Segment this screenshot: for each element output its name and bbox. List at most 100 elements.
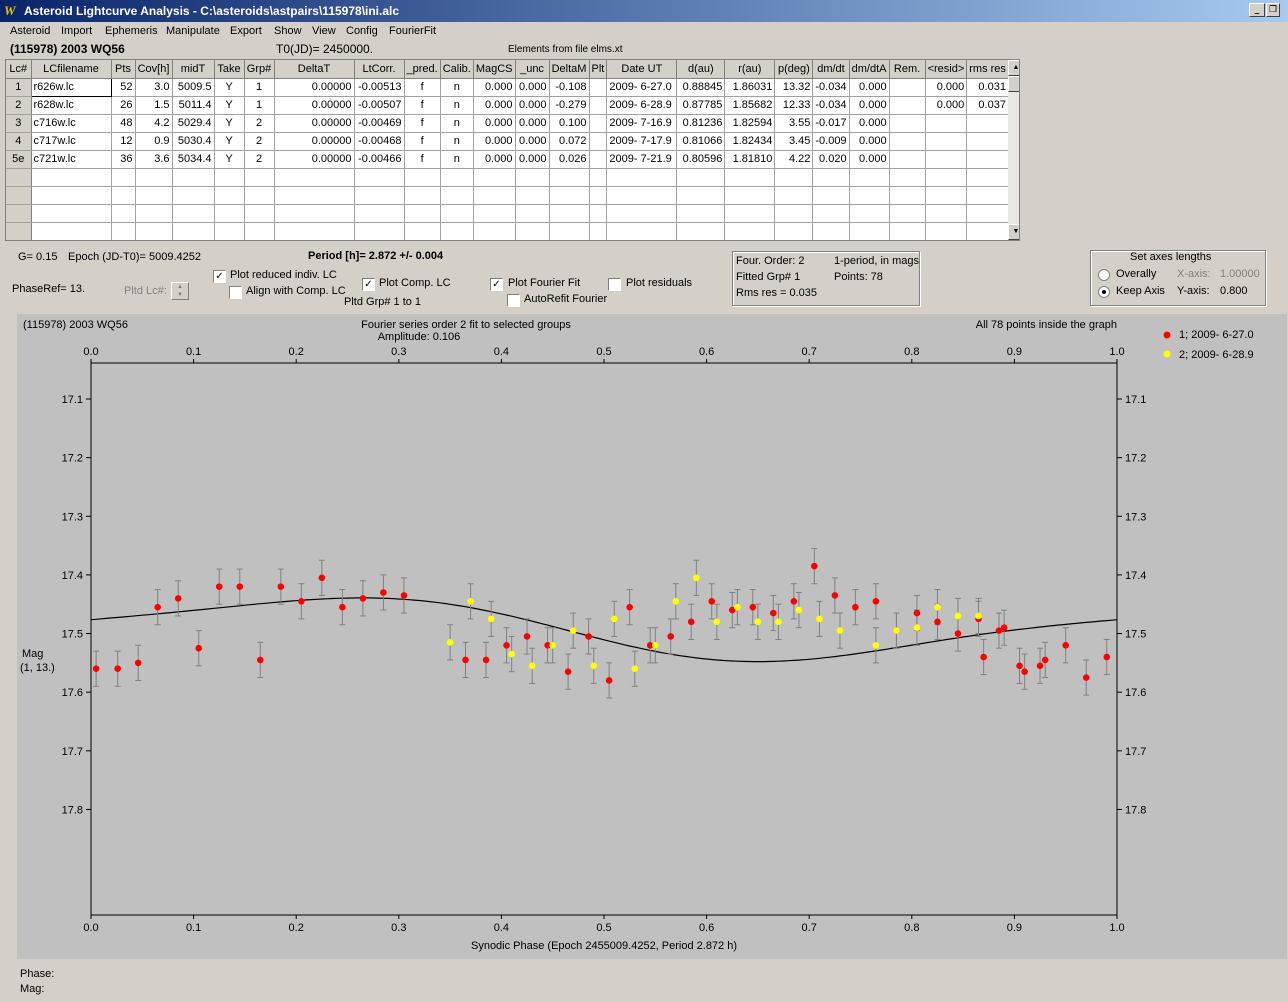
table-cell[interactable] bbox=[111, 186, 136, 205]
table-cell[interactable] bbox=[925, 204, 968, 223]
table-cell[interactable]: f bbox=[404, 96, 441, 115]
table-cell[interactable] bbox=[111, 222, 136, 240]
col-header[interactable]: Calib. bbox=[440, 60, 474, 79]
col-header[interactable]: d(au) bbox=[676, 60, 726, 79]
plot-reduced-checkbox[interactable]: ✓ bbox=[213, 270, 226, 283]
table-cell[interactable] bbox=[440, 168, 474, 187]
table-cell[interactable] bbox=[135, 204, 173, 223]
table-cell[interactable] bbox=[812, 186, 850, 205]
table-cell[interactable]: -0.108 bbox=[549, 78, 590, 97]
menu-manipulate[interactable]: Manipulate bbox=[166, 25, 220, 37]
table-cell[interactable]: 1.5 bbox=[135, 96, 173, 115]
table-cell[interactable] bbox=[889, 132, 926, 151]
table-cell[interactable]: 0.000 bbox=[473, 78, 516, 97]
table-cell[interactable]: 0.000 bbox=[925, 78, 968, 97]
table-cell[interactable] bbox=[925, 168, 968, 187]
table-cell[interactable] bbox=[111, 168, 136, 187]
table-cell[interactable]: 2009- 6-27.0 bbox=[606, 78, 678, 97]
table-cell[interactable] bbox=[31, 204, 112, 223]
table-cell[interactable] bbox=[515, 186, 550, 205]
table-cell[interactable]: 5030.4 bbox=[172, 132, 215, 151]
table-cell[interactable] bbox=[925, 222, 968, 240]
plot-fourier-checkbox[interactable]: ✓ bbox=[490, 278, 503, 291]
table-cell[interactable]: 0.000 bbox=[849, 78, 890, 97]
table-cell[interactable] bbox=[589, 222, 608, 240]
row-header[interactable]: 1 bbox=[6, 78, 32, 97]
table-row[interactable]: 2 r628w.lc 26 1.5 5011.4 Y 1 0.00000 -0.00507 f n 0… bbox=[6, 96, 1009, 115]
table-cell[interactable]: 5034.4 bbox=[172, 150, 215, 169]
menu-import[interactable]: Import bbox=[61, 25, 93, 37]
table-cell[interactable] bbox=[589, 78, 608, 97]
table-cell[interactable] bbox=[354, 222, 405, 240]
table-cell[interactable] bbox=[849, 186, 890, 205]
table-cell[interactable]: 2 bbox=[244, 114, 275, 133]
table-cell[interactable]: r626w.lc bbox=[30, 77, 112, 97]
col-header[interactable]: DeltaT bbox=[274, 60, 355, 79]
table-cell[interactable]: 0.9 bbox=[135, 132, 173, 151]
table-cell[interactable] bbox=[172, 186, 215, 205]
table-cell[interactable]: 2 bbox=[244, 132, 275, 151]
table-cell[interactable]: 0.000 bbox=[849, 132, 890, 151]
table-cell[interactable] bbox=[606, 222, 678, 240]
table-cell[interactable]: -0.017 bbox=[812, 114, 850, 133]
table-cell[interactable]: 0.072 bbox=[549, 132, 590, 151]
table-cell[interactable]: -0.009 bbox=[812, 132, 850, 151]
plot-residuals-checkbox[interactable] bbox=[608, 278, 621, 291]
table-cell[interactable]: 0.87785 bbox=[676, 96, 726, 115]
table-cell[interactable]: 36 bbox=[111, 150, 136, 169]
table-cell[interactable]: 0.000 bbox=[515, 114, 550, 133]
col-header[interactable]: <resid> bbox=[925, 60, 968, 79]
table-cell[interactable] bbox=[589, 186, 608, 205]
row-header[interactable]: 4 bbox=[6, 132, 32, 151]
table-cell[interactable] bbox=[925, 150, 968, 169]
col-header[interactable]: _unc bbox=[515, 60, 550, 79]
table-cell[interactable] bbox=[812, 204, 850, 223]
col-header[interactable]: Plt bbox=[589, 60, 608, 79]
table-row[interactable]: 5e c721w.lc 36 3.6 5034.4 Y 2 0.00000 -0.00466 f n… bbox=[6, 150, 1009, 169]
table-cell[interactable] bbox=[515, 168, 550, 187]
table-cell[interactable] bbox=[244, 186, 275, 205]
table-cell[interactable] bbox=[6, 168, 32, 187]
table-cell[interactable] bbox=[473, 222, 516, 240]
table-cell[interactable]: 13.32 bbox=[774, 78, 814, 97]
col-header[interactable]: dm/dtA bbox=[849, 60, 890, 79]
table-cell[interactable]: -0.00513 bbox=[354, 78, 405, 97]
table-cell[interactable] bbox=[812, 168, 850, 187]
table-cell[interactable] bbox=[889, 222, 926, 240]
table-cell[interactable]: f bbox=[404, 132, 441, 151]
table-cell[interactable] bbox=[172, 222, 215, 240]
col-header[interactable]: midT bbox=[172, 60, 215, 79]
table-cell[interactable] bbox=[966, 150, 1009, 169]
table-cell[interactable] bbox=[214, 186, 245, 205]
row-header[interactable]: 5e bbox=[6, 150, 32, 169]
table-cell[interactable]: 12.33 bbox=[774, 96, 814, 115]
table-row[interactable]: 1 r626w.lc 52 3.0 5009.5 Y 1 0.00000 -0.00513 f n 0… bbox=[6, 77, 1009, 97]
table-cell[interactable]: c717w.lc bbox=[31, 132, 112, 151]
table-cell[interactable] bbox=[440, 204, 474, 223]
table-cell[interactable] bbox=[849, 222, 890, 240]
scroll-thumb[interactable] bbox=[1008, 76, 1019, 92]
table-cell[interactable] bbox=[172, 168, 215, 187]
table-cell[interactable] bbox=[724, 222, 776, 240]
table-cell[interactable]: 0.000 bbox=[849, 114, 890, 133]
table-cell[interactable]: -0.00469 bbox=[354, 114, 405, 133]
table-cell[interactable] bbox=[515, 222, 550, 240]
table-cell[interactable] bbox=[214, 222, 245, 240]
table-cell[interactable]: 2009- 7-21.9 bbox=[606, 150, 678, 169]
table-cell[interactable] bbox=[724, 204, 776, 223]
menu-show[interactable]: Show bbox=[274, 25, 302, 37]
align-comp-checkbox[interactable] bbox=[229, 286, 242, 299]
table-cell[interactable] bbox=[244, 204, 275, 223]
table-cell[interactable] bbox=[6, 186, 32, 205]
table-cell[interactable] bbox=[274, 222, 355, 240]
table-cell[interactable]: f bbox=[404, 78, 441, 97]
table-cell[interactable]: f bbox=[404, 114, 441, 133]
table-cell[interactable]: 1 bbox=[244, 78, 275, 97]
table-cell[interactable]: 0.00000 bbox=[274, 150, 355, 169]
table-cell[interactable] bbox=[724, 168, 776, 187]
table-row[interactable]: 3 c716w.lc 48 4.2 5029.4 Y 2 0.00000 -0.00469 f n 0… bbox=[6, 114, 1009, 133]
table-cell[interactable]: 0.000 bbox=[515, 78, 550, 97]
table-cell[interactable]: 1.85682 bbox=[724, 96, 776, 115]
menu-asteroid[interactable]: Asteroid bbox=[10, 25, 51, 37]
table-cell[interactable] bbox=[966, 132, 1009, 151]
